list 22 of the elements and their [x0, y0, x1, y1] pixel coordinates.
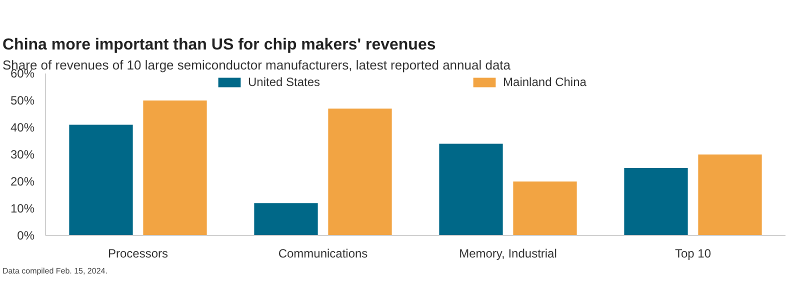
- legend-label: Mainland China: [503, 75, 586, 89]
- x-tick-label: Processors: [108, 246, 168, 260]
- bar: [624, 168, 688, 236]
- x-tick-label: Memory, Industrial: [459, 246, 557, 260]
- y-tick-label: 50%: [10, 94, 35, 108]
- bar: [439, 144, 503, 236]
- chart-title: China more important than US for chip makers' revenues: [2, 36, 436, 54]
- bar: [143, 100, 207, 236]
- y-tick-label: 10%: [10, 202, 35, 216]
- bar: [69, 124, 133, 236]
- bar: [698, 154, 762, 236]
- x-tick-label: Top 10: [674, 246, 712, 260]
- bar: [254, 203, 318, 236]
- text: Data compiled Feb. 15, 2024.: [2, 266, 108, 276]
- y-tick-label: 20%: [10, 174, 35, 188]
- bar: [513, 182, 577, 236]
- x-tick-label: Communications: [278, 246, 368, 260]
- y-tick-label: 0%: [17, 228, 35, 242]
- y-tick-label: 40%: [10, 120, 35, 134]
- y-tick-label: 30%: [10, 148, 35, 162]
- bar: [328, 108, 392, 236]
- legend-label: United States: [248, 75, 320, 89]
